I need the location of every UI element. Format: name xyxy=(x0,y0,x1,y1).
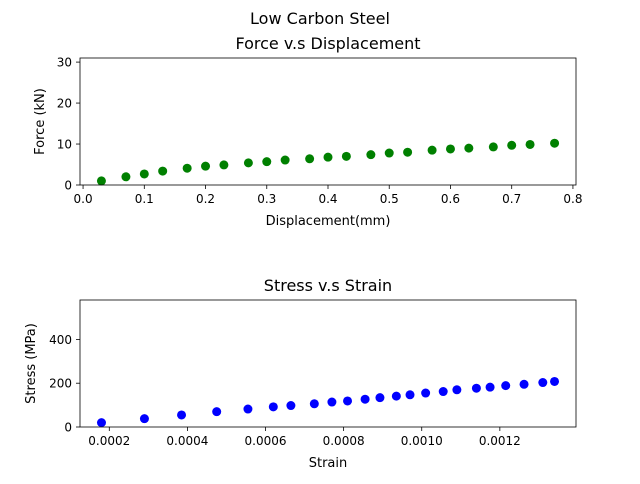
data-point xyxy=(121,172,131,182)
data-point xyxy=(158,166,168,176)
data-point xyxy=(488,142,498,152)
data-point xyxy=(507,140,517,150)
data-point xyxy=(360,394,370,404)
data-point xyxy=(464,143,474,153)
x-tick-label: 0.4 xyxy=(318,192,337,206)
data-point xyxy=(219,160,229,170)
data-point xyxy=(471,383,481,393)
data-point xyxy=(427,145,437,155)
data-point xyxy=(286,401,296,411)
y-tick-label: 200 xyxy=(49,377,72,391)
chart-title: Force v.s Displacement xyxy=(235,34,420,53)
y-tick-label: 400 xyxy=(49,333,72,347)
figure-suptitle: Low Carbon Steel xyxy=(250,9,390,28)
stress-strain-plot: Stress v.s Strain 0.0002 0.0004 0.0006 0.00… xyxy=(24,276,577,471)
x-tick-label: 0.6 xyxy=(441,192,460,206)
data-point xyxy=(343,396,353,406)
data-point xyxy=(485,382,495,392)
x-tick-label: 0.0 xyxy=(74,192,93,206)
data-point xyxy=(327,397,337,407)
data-point xyxy=(519,379,529,389)
chart-title: Stress v.s Strain xyxy=(264,276,392,295)
data-point xyxy=(391,391,401,401)
y-tick-label: 10 xyxy=(57,138,72,152)
data-point xyxy=(182,163,192,173)
data-point xyxy=(438,387,448,397)
data-point xyxy=(550,138,560,148)
x-tick-label: 0.3 xyxy=(257,192,276,206)
y-tick-label: 0 xyxy=(64,421,72,435)
y-tick-label: 0 xyxy=(64,179,72,193)
data-point xyxy=(384,148,394,158)
x-tick-label: 0.0008 xyxy=(323,434,365,448)
data-point xyxy=(366,150,376,160)
y-axis-label: Stress (MPa) xyxy=(24,323,39,404)
data-point xyxy=(305,154,315,164)
x-axis-ticks: 0.0002 0.0004 0.0006 0.0008 0.0010 0.0012 xyxy=(88,427,521,448)
x-axis-label: Displacement(mm) xyxy=(266,214,391,229)
x-tick-label: 0.0010 xyxy=(401,434,443,448)
data-point xyxy=(139,414,149,424)
data-point xyxy=(201,161,211,171)
data-point xyxy=(268,402,278,412)
x-axis-ticks: 0.0 0.1 0.2 0.3 0.4 0.5 0.6 0.7 0.8 xyxy=(74,185,582,206)
y-axis-label: Force (kN) xyxy=(33,88,48,155)
data-point xyxy=(243,404,253,414)
data-point xyxy=(96,176,106,186)
data-point xyxy=(309,399,319,409)
data-point xyxy=(403,147,413,157)
y-tick-label: 30 xyxy=(57,56,72,70)
x-tick-label: 0.0012 xyxy=(479,434,521,448)
data-point xyxy=(375,393,385,403)
data-point xyxy=(445,144,455,154)
data-points xyxy=(96,376,560,428)
data-point xyxy=(421,388,431,398)
data-point xyxy=(525,139,535,149)
x-tick-label: 0.0004 xyxy=(166,434,208,448)
data-point xyxy=(323,152,333,162)
data-point xyxy=(452,385,462,395)
axes-frame xyxy=(79,299,577,428)
data-point xyxy=(139,169,149,179)
data-point xyxy=(538,378,548,388)
data-point xyxy=(212,407,222,417)
data-point xyxy=(501,381,511,391)
x-tick-label: 0.0002 xyxy=(88,434,130,448)
data-point xyxy=(341,151,351,161)
y-axis-ticks: 0 200 400 xyxy=(49,333,80,435)
data-point xyxy=(262,157,272,167)
force-displacement-plot: Force v.s Displacement 0.0 0.1 0.2 0.3 0.4 0.… xyxy=(33,34,582,229)
x-tick-label: 0.8 xyxy=(563,192,582,206)
x-tick-label: 0.0006 xyxy=(245,434,287,448)
y-axis-ticks: 0 10 20 30 xyxy=(57,56,80,193)
x-tick-label: 0.7 xyxy=(502,192,521,206)
data-points xyxy=(96,138,560,186)
data-point xyxy=(280,155,290,165)
data-point xyxy=(243,158,253,168)
x-tick-label: 0.2 xyxy=(196,192,215,206)
data-point xyxy=(405,390,415,400)
data-point xyxy=(177,410,187,420)
data-point xyxy=(96,418,106,428)
x-axis-label: Strain xyxy=(309,456,348,471)
y-tick-label: 20 xyxy=(57,97,72,111)
x-tick-label: 0.5 xyxy=(380,192,399,206)
x-tick-label: 0.1 xyxy=(135,192,154,206)
data-point xyxy=(550,376,560,386)
